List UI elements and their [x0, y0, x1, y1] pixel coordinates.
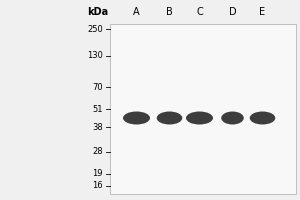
Text: 19: 19 [92, 170, 103, 178]
Text: 38: 38 [92, 122, 103, 132]
Text: E: E [260, 7, 266, 17]
Ellipse shape [225, 115, 240, 121]
Ellipse shape [191, 115, 208, 121]
Bar [110, 24, 296, 194]
Ellipse shape [161, 115, 178, 121]
Text: 70: 70 [92, 83, 103, 92]
Ellipse shape [221, 112, 244, 124]
Text: 130: 130 [87, 51, 103, 60]
Text: 28: 28 [92, 148, 103, 156]
Text: D: D [229, 7, 236, 17]
Text: 250: 250 [87, 24, 103, 33]
Ellipse shape [157, 112, 182, 124]
Ellipse shape [128, 115, 145, 121]
Text: 51: 51 [92, 104, 103, 114]
Text: B: B [166, 7, 173, 17]
Text: A: A [133, 7, 140, 17]
Text: kDa: kDa [87, 7, 108, 17]
Ellipse shape [123, 112, 150, 124]
Ellipse shape [254, 115, 271, 121]
Ellipse shape [186, 112, 213, 124]
Text: 16: 16 [92, 182, 103, 190]
Ellipse shape [250, 112, 275, 124]
Text: C: C [196, 7, 203, 17]
